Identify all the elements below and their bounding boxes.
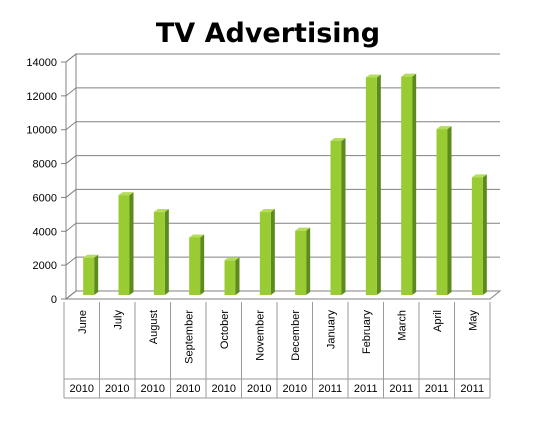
x-tick-label: June — [77, 310, 89, 334]
bar-top — [118, 192, 134, 196]
bar-side — [306, 227, 311, 295]
bar-november — [259, 209, 275, 295]
x-tick-label: November — [254, 310, 266, 361]
bar-top — [259, 209, 275, 213]
bar — [83, 257, 95, 295]
bar-top — [365, 74, 381, 78]
year-label: 2010 — [247, 383, 271, 395]
bar — [118, 195, 130, 295]
x-tick-label: May — [467, 310, 479, 331]
bar-top — [83, 254, 99, 258]
bar — [365, 77, 377, 295]
bar-top — [189, 234, 205, 238]
bar — [436, 129, 448, 295]
x-tick-label: January — [325, 310, 337, 350]
x-tick-label: March — [396, 310, 408, 341]
year-label: 2010 — [283, 383, 307, 395]
gridline-depth — [65, 53, 77, 63]
gridline-depth — [65, 121, 77, 131]
bar — [259, 212, 271, 295]
x-tick-label: February — [361, 310, 373, 355]
y-tick-label: 14000 — [26, 57, 57, 69]
year-label: 2010 — [212, 383, 236, 395]
year-label: 2010 — [105, 383, 129, 395]
y-tick-label: 2000 — [33, 260, 57, 272]
bar-side — [94, 254, 99, 295]
bar-side — [376, 74, 381, 295]
y-tick-label: 10000 — [26, 125, 57, 137]
bar-june — [83, 254, 99, 295]
y-tick-label: 8000 — [33, 159, 57, 171]
x-tick-label: April — [432, 310, 444, 332]
year-label: 2010 — [70, 383, 94, 395]
gridline-depth — [65, 87, 77, 97]
bar-december — [295, 227, 311, 295]
x-tick-label: December — [290, 310, 302, 361]
bars — [83, 73, 487, 295]
bar-top — [153, 209, 169, 213]
bar-january — [330, 137, 346, 295]
bar-top — [471, 174, 487, 178]
category-table: June 2010 July 2010 August 2010 September 2010 O… — [63, 302, 491, 399]
year-label: 2010 — [141, 383, 165, 395]
bar-top — [224, 257, 240, 261]
x-tick-label: July — [112, 310, 124, 330]
chart-title: TV Advertising — [155, 18, 381, 49]
bar-july — [118, 192, 134, 295]
year-label: 2011 — [389, 383, 413, 395]
bar-side — [270, 209, 275, 295]
bar-august — [153, 209, 169, 295]
bar — [330, 140, 342, 295]
year-label: 2011 — [354, 383, 378, 395]
gridline-depth — [65, 290, 77, 300]
gridline-depth — [65, 222, 77, 232]
year-label: 2011 — [425, 383, 449, 395]
x-tick-label: October — [219, 310, 231, 349]
bar-april — [436, 126, 452, 295]
bar — [401, 76, 413, 295]
bar-top — [330, 137, 346, 141]
bar-side — [235, 257, 240, 295]
bar-october — [224, 257, 240, 295]
bar — [224, 260, 236, 295]
y-tick-label: 6000 — [33, 192, 57, 204]
bar-september — [189, 234, 205, 295]
bar — [189, 237, 201, 295]
bar-side — [482, 174, 487, 295]
year-label: 2011 — [318, 383, 342, 395]
bar-side — [447, 126, 452, 295]
y-tick-label: 4000 — [33, 226, 57, 238]
year-label: 2010 — [176, 383, 200, 395]
bar-side — [341, 137, 346, 295]
x-tick-label: August — [148, 310, 160, 344]
gridline-depth — [65, 155, 77, 164]
bar-top — [436, 126, 452, 130]
y-tick-label: 0 — [51, 294, 57, 306]
bar-side — [412, 73, 417, 295]
bar-march — [401, 73, 417, 295]
gridline-depth — [65, 189, 77, 198]
gridlines — [65, 53, 500, 300]
side-wall — [65, 52, 77, 301]
bar-side — [200, 234, 205, 295]
bar — [295, 230, 307, 295]
bar-top — [295, 227, 311, 231]
bar-may — [471, 174, 487, 295]
year-label: 2011 — [460, 383, 484, 395]
y-axis: 0 2000 4000 6000 8000 10000 12000 14000 — [26, 57, 67, 306]
x-tick-label: September — [183, 310, 195, 364]
gridline-depth — [65, 256, 77, 266]
y-tick-label: 12000 — [26, 91, 57, 103]
bar-side — [164, 209, 169, 295]
bar — [153, 212, 165, 295]
bar-february — [365, 74, 381, 295]
bar — [471, 177, 483, 295]
bar-side — [129, 192, 134, 295]
bar-top — [401, 73, 417, 77]
